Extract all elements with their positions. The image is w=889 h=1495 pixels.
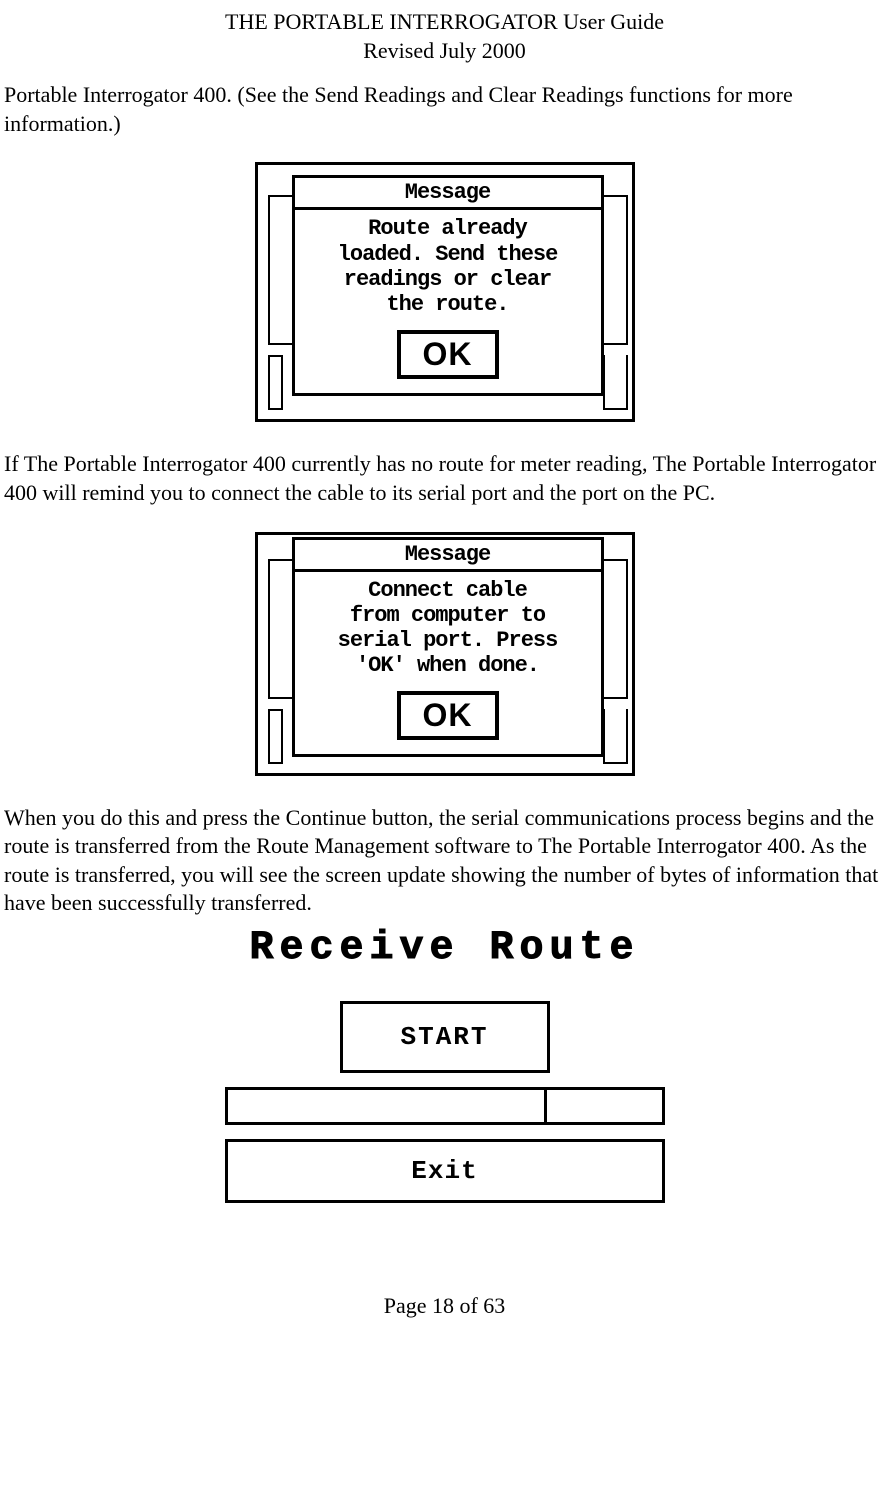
page-footer: Page 18 of 63 <box>0 1293 889 1339</box>
dialog-2-outer: Message Connect cable from computer to s… <box>255 532 635 776</box>
header-title: THE PORTABLE INTERROGATOR User Guide <box>0 8 889 37</box>
receive-route-screen: Receive Route START Exit <box>0 926 889 1203</box>
ok-button[interactable]: OK <box>397 330 499 379</box>
ok-button[interactable]: OK <box>397 691 499 740</box>
start-button[interactable]: START <box>340 1001 550 1073</box>
progress-bar-right <box>544 1090 661 1122</box>
dialog-1-outer: Message Route already loaded. Send these… <box>255 162 635 422</box>
receive-route-title: Receive Route <box>205 926 685 971</box>
dialog-2-bg-shape-3 <box>603 709 628 764</box>
dialog-1-bg-shape-3 <box>603 355 628 410</box>
dialog-2-container: Message Connect cable from computer to s… <box>0 532 889 776</box>
dialog-2-bg-shape-2 <box>268 709 283 764</box>
paragraph-3: When you do this and press the Continue … <box>0 804 889 918</box>
paragraph-1: Portable Interrogator 400. (See the Send… <box>0 81 889 138</box>
exit-button[interactable]: Exit <box>225 1139 665 1203</box>
message-dialog-1: Message Route already loaded. Send these… <box>292 175 604 395</box>
paragraph-2: If The Portable Interrogator 400 current… <box>0 450 889 507</box>
dialog-1-bg-shape-2 <box>268 355 283 410</box>
progress-bar <box>225 1087 665 1125</box>
dialog-2-message: Connect cable from computer to serial po… <box>295 572 601 687</box>
dialog-1-title: Message <box>295 178 601 210</box>
message-dialog-2: Message Connect cable from computer to s… <box>292 537 604 757</box>
dialog-1-message: Route already loaded. Send these reading… <box>295 210 601 325</box>
header-revision: Revised July 2000 <box>0 37 889 66</box>
progress-bar-left <box>228 1090 545 1122</box>
dialog-1-container: Message Route already loaded. Send these… <box>0 162 889 422</box>
page-header: THE PORTABLE INTERROGATOR User Guide Rev… <box>0 0 889 65</box>
dialog-2-title: Message <box>295 540 601 572</box>
